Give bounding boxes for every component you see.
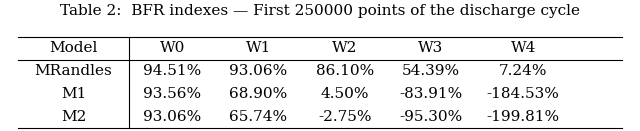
Text: W4: W4	[511, 41, 536, 55]
Text: Model: Model	[49, 41, 98, 55]
Text: 94.51%: 94.51%	[143, 64, 202, 78]
Text: -199.81%: -199.81%	[486, 110, 560, 124]
Text: MRandles: MRandles	[35, 64, 113, 78]
Text: W2: W2	[332, 41, 357, 55]
Text: -184.53%: -184.53%	[487, 87, 560, 101]
Text: -83.91%: -83.91%	[399, 87, 463, 101]
Text: 54.39%: 54.39%	[402, 64, 460, 78]
Text: -2.75%: -2.75%	[318, 110, 371, 124]
Text: 86.10%: 86.10%	[316, 64, 374, 78]
Text: W0: W0	[159, 41, 185, 55]
Text: M1: M1	[61, 87, 86, 101]
Text: 65.74%: 65.74%	[229, 110, 287, 124]
Text: 93.56%: 93.56%	[143, 87, 201, 101]
Text: 4.50%: 4.50%	[321, 87, 369, 101]
Text: W3: W3	[419, 41, 444, 55]
Text: 93.06%: 93.06%	[229, 64, 287, 78]
Text: Table 2:  BFR indexes — First 250000 points of the discharge cycle: Table 2: BFR indexes — First 250000 poin…	[60, 4, 580, 18]
Text: -95.30%: -95.30%	[399, 110, 463, 124]
Text: 93.06%: 93.06%	[143, 110, 202, 124]
Text: W1: W1	[246, 41, 271, 55]
Text: 68.90%: 68.90%	[229, 87, 287, 101]
Text: 7.24%: 7.24%	[499, 64, 548, 78]
Text: M2: M2	[61, 110, 86, 124]
